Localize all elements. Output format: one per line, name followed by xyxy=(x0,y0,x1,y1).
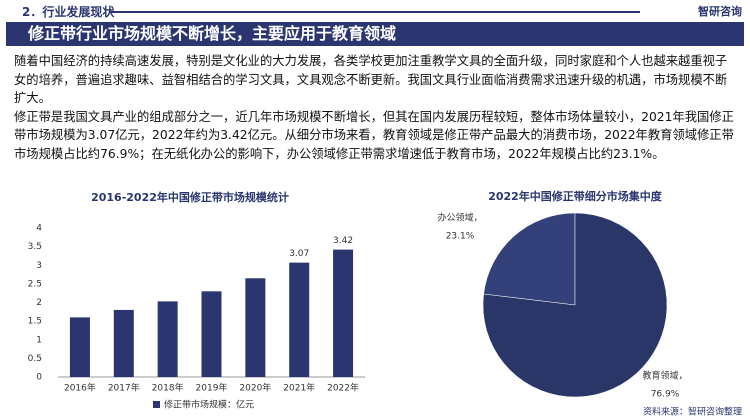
y-tick-label: 1.5 xyxy=(28,317,42,327)
y-tick-label: 2 xyxy=(36,298,42,308)
x-tick-label: 2021年 xyxy=(283,382,315,394)
pie-slice xyxy=(482,212,668,398)
x-tick-label: 2016年 xyxy=(64,382,96,394)
x-tick-label: 2020年 xyxy=(239,382,271,394)
x-tick-label: 2019年 xyxy=(196,382,228,394)
data-label: 3.42 xyxy=(333,236,353,246)
section-label: 2．行业发展现状 xyxy=(22,5,115,19)
chart-title: 2016-2022年中国修正带市场规模统计 xyxy=(91,190,289,204)
pie-label: 教育领域， xyxy=(642,370,687,382)
y-tick-label: 4 xyxy=(36,224,42,234)
title-bar: 修正带行业市场规模不断增长，主要应用于教育领域 xyxy=(6,22,744,46)
y-tick-label: 3.5 xyxy=(28,242,42,252)
bar xyxy=(289,262,310,377)
paragraph: 随着中国经济的持续高速发展，特别是文化业的大力发展，各类学校更加注重教学文具的全… xyxy=(14,54,728,105)
bar xyxy=(201,291,222,377)
bar xyxy=(245,278,266,377)
pie-value-label: 76.9% xyxy=(651,390,680,400)
bar xyxy=(69,317,90,377)
legend-swatch xyxy=(153,401,160,408)
y-tick-label: 1 xyxy=(36,335,42,345)
logo: 智研咨询 xyxy=(698,5,742,18)
bar xyxy=(333,249,354,377)
header-rule xyxy=(110,11,640,13)
body-text: 随着中国经济的持续高速发展，特别是文化业的大力发展，各类学校更加注重教学文具的全… xyxy=(14,52,736,163)
legend-label: 修正带市场规模：亿元 xyxy=(164,399,254,411)
chart-title: 2022年中国修正带细分市场集中度 xyxy=(488,189,663,203)
x-tick-label: 2017年 xyxy=(108,382,140,394)
pie-value-label: 23.1% xyxy=(446,232,475,242)
pie-label: 办公领域， xyxy=(437,212,482,224)
y-tick-label: 2.5 xyxy=(28,279,42,289)
data-label: 3.07 xyxy=(289,249,309,259)
y-tick-label: 3 xyxy=(36,261,42,271)
bar xyxy=(157,301,178,377)
pie-slice xyxy=(483,212,576,306)
paragraph: 修正带是我国文具产业的组成部分之一，近几年市场规模不断增长，但其在国内发展历程较… xyxy=(14,109,734,161)
y-tick-label: 0 xyxy=(36,373,42,383)
x-tick-label: 2018年 xyxy=(152,382,184,394)
source: 资料来源：智研咨询整理 xyxy=(643,406,742,418)
bar xyxy=(113,309,134,377)
x-tick-label: 2022年 xyxy=(327,382,359,394)
y-tick-label: 0.5 xyxy=(28,354,42,364)
